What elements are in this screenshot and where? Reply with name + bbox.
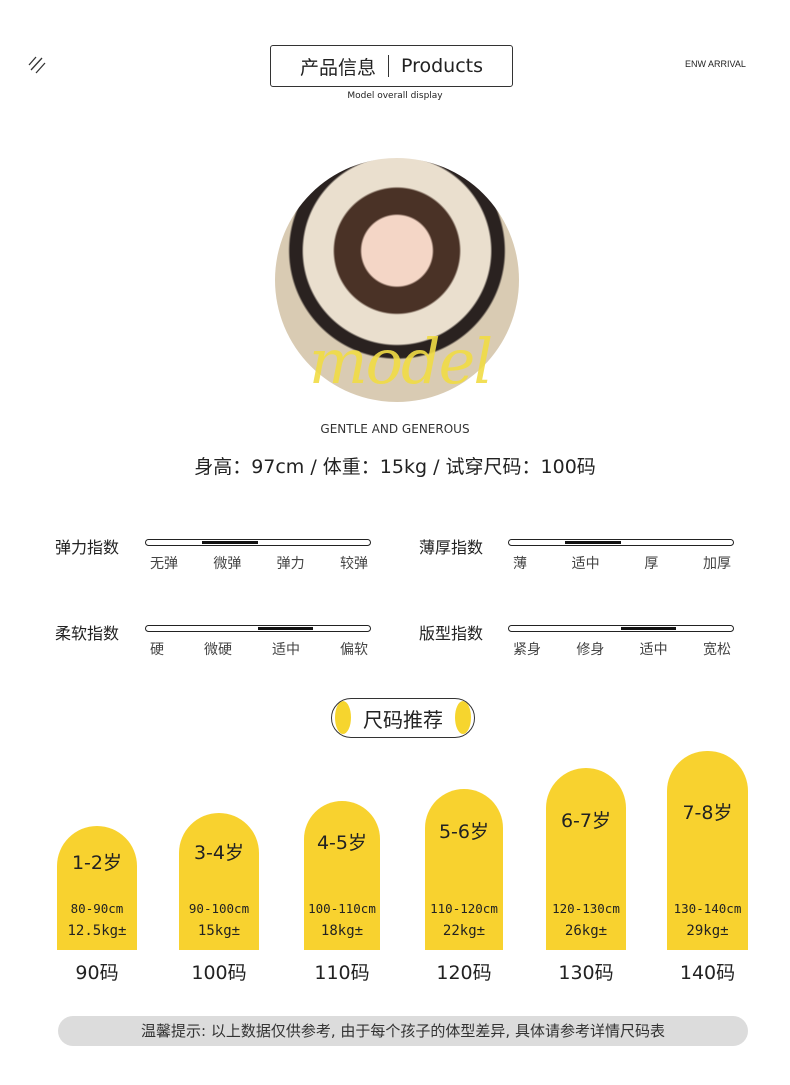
weight: 22kg± <box>442 923 486 939</box>
subtitle: Model overall display <box>347 91 443 101</box>
size-label: 100码 <box>191 962 247 984</box>
index-ticks: 薄 适中 厚 加厚 <box>513 553 731 573</box>
tick-label: 微弹 <box>213 556 242 572</box>
size-card: 4-5岁 100-110cm 18kg± <box>304 801 380 950</box>
age-range: 4-5岁 <box>316 832 368 854</box>
size-recommend-title: 尺码推荐 <box>331 698 475 738</box>
index-track <box>145 625 371 632</box>
model-script-logo: model <box>308 325 493 398</box>
index-level <box>201 540 258 544</box>
height-range: 120-130cm <box>552 901 620 916</box>
tick-label: 厚 <box>644 556 659 572</box>
index-track <box>145 539 371 546</box>
size-label: 120码 <box>436 962 492 984</box>
weight: 15kg± <box>197 923 241 939</box>
index-level <box>564 540 621 544</box>
tagline: GENTLE AND GENEROUS <box>320 422 470 436</box>
index-level <box>257 626 314 630</box>
tick-label: 无弹 <box>150 556 178 572</box>
index-label: 弹力指数 <box>55 538 120 557</box>
tick-label: 薄 <box>513 556 527 572</box>
model-stats: 身高：97cm / 体重：15kg / 试穿尺码：100码 <box>194 456 596 478</box>
age-range: 1-2岁 <box>71 852 123 874</box>
tick-label: 宽松 <box>702 642 731 658</box>
tick-label: 适中 <box>272 642 300 658</box>
diagonal-lines-icon <box>28 56 46 74</box>
weight: 18kg± <box>320 923 364 939</box>
tick-label: 偏软 <box>340 642 368 658</box>
size-label: 90码 <box>75 962 119 984</box>
height-range: 80-90cm <box>70 901 124 916</box>
age-range: 6-7岁 <box>560 810 612 832</box>
height-range: 130-140cm <box>673 901 742 916</box>
index-level <box>620 626 677 630</box>
index-label: 柔软指数 <box>55 624 120 643</box>
age-range: 3-4岁 <box>193 842 245 864</box>
height-range: 90-100cm <box>188 901 250 916</box>
size-card: 5-6岁 110-120cm 22kg± <box>425 789 503 950</box>
index-track <box>508 625 734 632</box>
size-label: 130码 <box>558 962 614 984</box>
size-label: 110码 <box>314 962 370 984</box>
title-en: Products <box>400 55 484 77</box>
size-card: 3-4岁 90-100cm 15kg± <box>179 813 259 950</box>
index-label: 版型指数 <box>419 624 484 643</box>
title-cn: 产品信息 <box>299 56 376 79</box>
age-range: 5-6岁 <box>438 821 490 843</box>
tick-label: 修身 <box>576 642 605 658</box>
arrival-tag: ENW ARRIVAL <box>685 59 746 69</box>
size-card: 7-8岁 130-140cm 29kg± <box>667 751 748 950</box>
section-title: 产品信息 Products <box>270 45 513 87</box>
size-title-text: 尺码推荐 <box>363 707 443 732</box>
size-label: 140码 <box>679 962 736 984</box>
index-ticks: 紧身 修身 适中 宽松 <box>513 639 731 659</box>
age-range: 7-8岁 <box>682 802 733 824</box>
weight: 29kg± <box>686 923 729 939</box>
model-photo <box>275 158 519 402</box>
tip-banner: 温馨提示: 以上数据仅供参考, 由于每个孩子的体型差异, 具体请参考详情尺码表 <box>58 1016 748 1046</box>
size-card: 1-2岁 80-90cm 12.5kg± <box>57 826 137 950</box>
index-label: 薄厚指数 <box>419 538 484 557</box>
tick-label: 弹力 <box>276 556 305 572</box>
size-card: 6-7岁 120-130cm 26kg± <box>546 768 626 950</box>
weight: 12.5kg± <box>67 923 127 939</box>
tick-label: 加厚 <box>702 556 731 572</box>
tick-label: 适中 <box>571 556 600 572</box>
index-track <box>508 539 734 546</box>
tick-label: 紧身 <box>513 642 541 658</box>
index-ticks: 无弹 微弹 弹力 较弹 <box>150 553 368 573</box>
height-range: 100-110cm <box>308 901 376 916</box>
tick-label: 微硬 <box>204 642 232 658</box>
divider <box>387 55 389 77</box>
tick-label: 较弹 <box>339 556 368 572</box>
weight: 26kg± <box>564 923 608 939</box>
tick-label: 适中 <box>639 642 668 658</box>
tick-label: 硬 <box>150 642 164 658</box>
index-ticks: 硬 微硬 适中 偏软 <box>150 639 368 659</box>
height-range: 110-120cm <box>430 901 498 916</box>
